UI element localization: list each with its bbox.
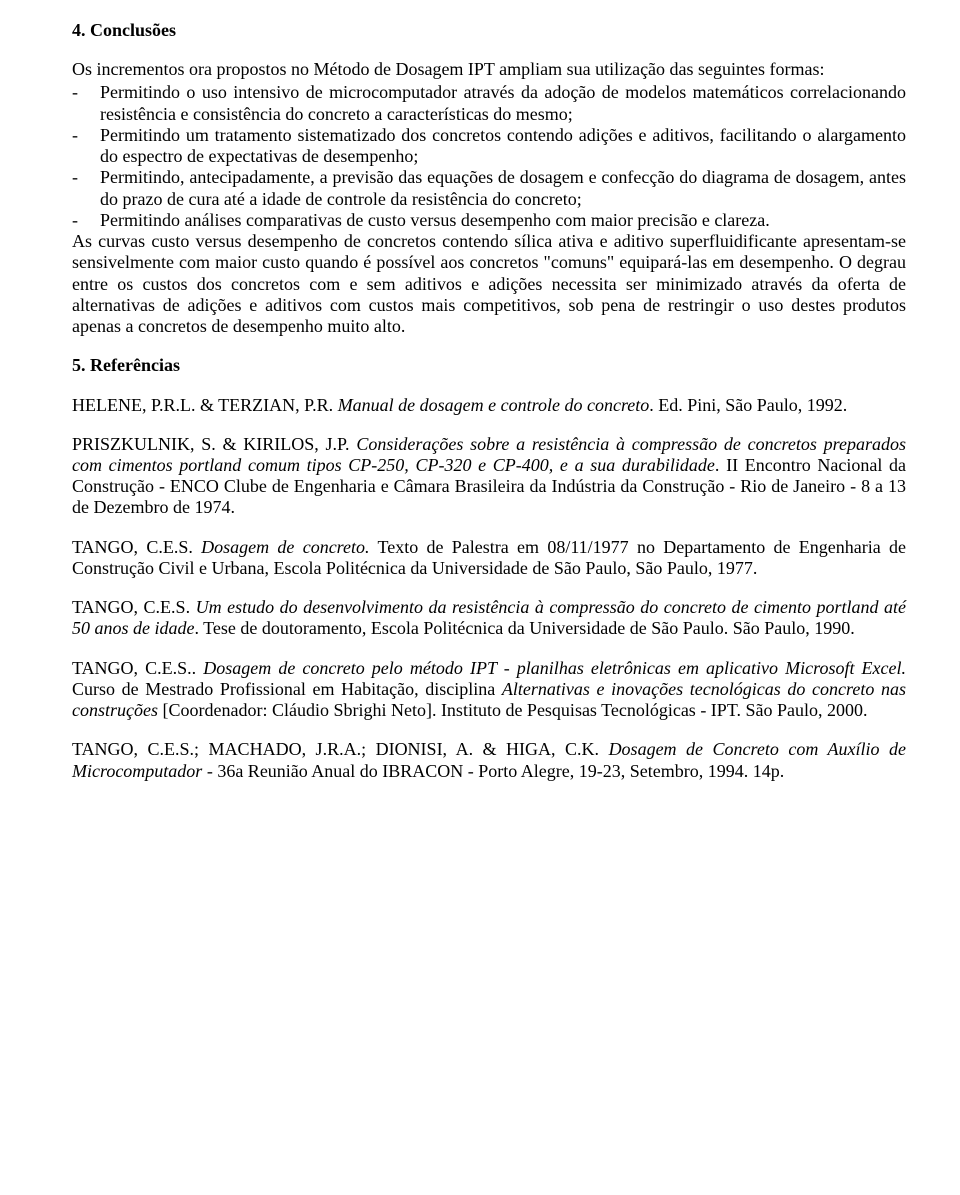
reference-item: TANGO, C.E.S. Dosagem de concreto. Texto… [72, 537, 906, 579]
ref-pre: TANGO, C.E.S.. [72, 658, 203, 678]
ref-post: . Ed. Pini, São Paulo, 1992. [649, 395, 847, 415]
reference-item: TANGO, C.E.S.. Dosagem de concreto pelo … [72, 658, 906, 722]
reference-item: TANGO, C.E.S.; MACHADO, J.R.A.; DIONISI,… [72, 739, 906, 781]
ref-title: Dosagem de concreto. [201, 537, 369, 557]
section-4-bullets: Permitindo o uso intensivo de microcompu… [72, 82, 906, 231]
list-item: Permitindo o uso intensivo de microcompu… [72, 82, 906, 124]
section-4-tail: As curvas custo versus desempenho de con… [72, 231, 906, 337]
ref-title: Manual de dosagem e controle do concreto [338, 395, 650, 415]
reference-item: HELENE, P.R.L. & TERZIAN, P.R. Manual de… [72, 395, 906, 416]
ref-post-pre: Curso de Mestrado Profissional em Habita… [72, 679, 502, 699]
list-item: Permitindo um tratamento sistematizado d… [72, 125, 906, 167]
ref-pre: PRISZKULNIK, S. & KIRILOS, J.P. [72, 434, 356, 454]
ref-pre: TANGO, C.E.S. [72, 537, 201, 557]
section-4-heading: 4. Conclusões [72, 20, 906, 41]
section-5-heading: 5. Referências [72, 355, 906, 376]
reference-item: PRISZKULNIK, S. & KIRILOS, J.P. Consider… [72, 434, 906, 519]
ref-pre: TANGO, C.E.S. [72, 597, 196, 617]
ref-pre: HELENE, P.R.L. & TERZIAN, P.R. [72, 395, 338, 415]
list-item: Permitindo, antecipadamente, a previsão … [72, 167, 906, 209]
section-4-intro: Os incrementos ora propostos no Método d… [72, 59, 906, 80]
ref-post: - 36a Reunião Anual do IBRACON - Porto A… [202, 761, 784, 781]
ref-pre: TANGO, C.E.S.; MACHADO, J.R.A.; DIONISI,… [72, 739, 609, 759]
ref-post-after: [Coordenador: Cláudio Sbrighi Neto]. Ins… [158, 700, 868, 720]
ref-post: . Tese de doutoramento, Escola Politécni… [194, 618, 854, 638]
ref-title: Dosagem de concreto pelo método IPT - pl… [203, 658, 906, 678]
list-item: Permitindo análises comparativas de cust… [72, 210, 906, 231]
reference-item: TANGO, C.E.S. Um estudo do desenvolvimen… [72, 597, 906, 639]
